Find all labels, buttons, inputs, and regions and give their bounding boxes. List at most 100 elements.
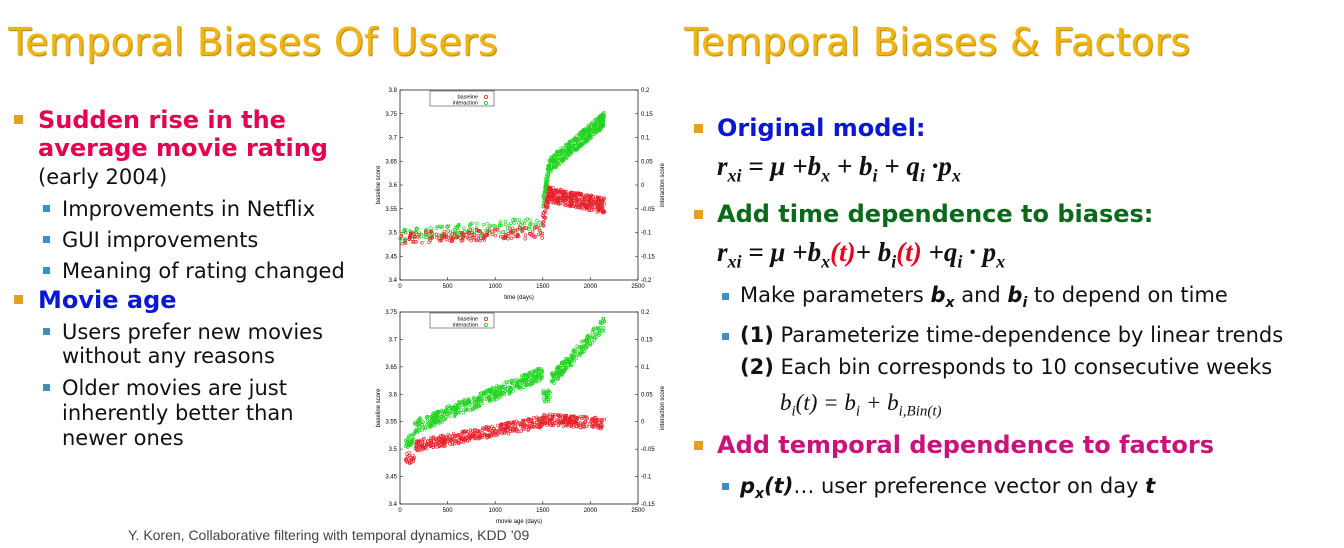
data-point	[592, 416, 597, 420]
data-point	[441, 438, 445, 442]
data-point	[508, 389, 512, 393]
citation: Y. Koren, Collaborative filtering with t…	[128, 527, 530, 543]
data-point	[584, 343, 588, 348]
data-point	[451, 431, 456, 436]
y-tick-label-left: 3.55	[385, 420, 397, 426]
data-point	[465, 402, 469, 406]
data-point	[536, 373, 540, 377]
data-point	[601, 316, 605, 321]
data-point	[566, 146, 570, 151]
data-point	[497, 230, 501, 235]
data-point	[563, 143, 568, 147]
data-point	[472, 436, 477, 441]
data-point	[518, 383, 523, 388]
bullet-marker	[694, 441, 703, 450]
data-point	[497, 427, 502, 431]
data-point	[579, 193, 583, 197]
data-point	[534, 380, 538, 384]
y-tick-label-right: -0.05	[641, 207, 655, 213]
data-point	[528, 223, 532, 227]
data-point	[512, 221, 516, 225]
data-point	[433, 422, 437, 427]
x-tick-label: 2000	[584, 284, 598, 290]
data-point	[472, 406, 476, 411]
data-point	[542, 220, 546, 224]
data-point	[435, 409, 440, 414]
data-point	[594, 201, 598, 206]
data-point	[574, 147, 578, 152]
data-point	[504, 421, 508, 426]
data-point	[578, 199, 582, 203]
data-point	[402, 227, 407, 232]
data-point	[567, 359, 572, 364]
data-point	[528, 218, 532, 222]
legend-marker	[484, 100, 489, 105]
data-point	[490, 232, 495, 236]
data-point	[450, 442, 455, 447]
data-point	[470, 230, 475, 235]
data-point	[542, 195, 546, 199]
data-point	[499, 422, 503, 427]
data-point	[553, 189, 557, 193]
data-point	[530, 420, 535, 425]
data-point	[588, 204, 592, 208]
data-point	[498, 220, 503, 224]
data-point	[590, 334, 595, 339]
data-point	[404, 241, 408, 246]
data-point	[539, 368, 543, 373]
sub-item-prefer-line2: without any reasons	[62, 344, 275, 368]
data-point	[484, 436, 489, 440]
data-point	[526, 427, 531, 431]
data-point	[485, 427, 489, 431]
data-point	[487, 398, 492, 403]
data-point	[443, 408, 448, 413]
data-point	[574, 191, 578, 196]
data-point	[590, 341, 595, 345]
data-point	[550, 414, 554, 419]
data-point	[457, 223, 462, 227]
data-point	[525, 217, 529, 221]
data-point	[602, 110, 606, 115]
data-point	[439, 238, 444, 243]
data-point	[431, 411, 435, 416]
data-point	[593, 199, 598, 204]
sub-item-prefer-line1: Users prefer new movies	[62, 320, 324, 344]
sub-item-meaning: Meaning of rating changed	[62, 259, 345, 283]
data-point	[532, 379, 537, 383]
data-point	[580, 197, 584, 202]
data-point	[595, 423, 599, 427]
data-point	[462, 437, 467, 442]
data-point	[553, 199, 557, 203]
data-point	[513, 425, 518, 429]
data-point	[527, 383, 531, 387]
data-point	[535, 425, 540, 429]
data-point	[587, 336, 592, 340]
x-tick-label: 0	[398, 284, 402, 290]
x-tick-label: 2500	[631, 508, 645, 514]
bullet-marker	[694, 210, 703, 219]
y-tick-label-left: 3.75	[385, 310, 397, 316]
data-point	[444, 435, 448, 439]
data-point	[552, 376, 557, 380]
sub-bullet-marker	[722, 293, 729, 300]
data-point	[429, 439, 433, 444]
data-point	[546, 413, 550, 418]
data-point	[600, 115, 604, 120]
sub-item-netflix: Improvements in Netflix	[62, 197, 316, 221]
data-point	[417, 444, 422, 448]
data-point	[429, 226, 433, 230]
data-point	[418, 416, 422, 420]
data-point	[588, 202, 592, 206]
data-point	[412, 431, 417, 436]
data-point	[552, 381, 556, 385]
data-point	[405, 440, 409, 444]
data-point	[417, 233, 421, 237]
data-point	[595, 195, 600, 200]
data-point	[482, 390, 486, 394]
plot-movie-age: 0 500 1000 1500 2000 2500 3.4 3.45 3.5 3.55 3.6 3.6…	[376, 310, 666, 525]
data-point	[473, 436, 478, 441]
data-point	[501, 230, 505, 234]
data-point	[547, 188, 551, 192]
y-tick-label-right: -0.1	[641, 475, 652, 481]
data-point	[493, 233, 497, 238]
